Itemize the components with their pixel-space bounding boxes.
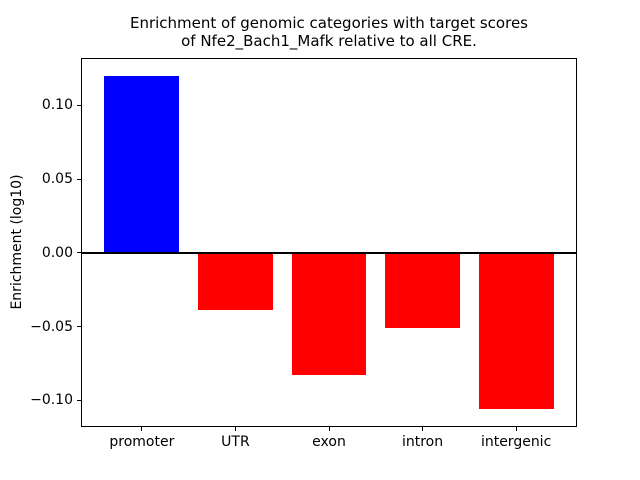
bar-intergenic bbox=[478, 252, 554, 410]
y-tick-mark bbox=[77, 326, 82, 328]
bar-promoter bbox=[104, 75, 180, 253]
y-tick-label: −0.05 bbox=[30, 318, 73, 335]
x-tick-label-intergenic: intergenic bbox=[480, 434, 552, 450]
bar-intron bbox=[385, 252, 460, 329]
x-tick-label-exon: exon bbox=[312, 434, 346, 450]
y-tick-label: −0.10 bbox=[30, 392, 73, 409]
zero-line bbox=[82, 251, 576, 254]
x-tick-mark bbox=[234, 426, 236, 431]
bar-exon bbox=[291, 252, 367, 376]
x-tick-mark bbox=[422, 426, 424, 431]
plot-area: 0.10 0.05 0.00 −0.05 −0.10 promoter UTR exon int… bbox=[30, 58, 577, 450]
y-tick-mark bbox=[77, 399, 82, 401]
y-tick-mark bbox=[77, 104, 82, 106]
chart-title: Enrichment of genomic categories with ta… bbox=[81, 14, 577, 50]
y-tick-label: 0.00 bbox=[41, 244, 73, 261]
y-tick-mark bbox=[77, 252, 82, 254]
x-tick-label-promoter: promoter bbox=[109, 434, 175, 450]
y-tick-label: 0.05 bbox=[41, 171, 73, 188]
y-tick-label: 0.10 bbox=[41, 97, 73, 114]
x-tick-mark bbox=[515, 426, 517, 431]
bar-UTR bbox=[198, 252, 273, 311]
x-tick-mark bbox=[141, 426, 143, 431]
y-axis-label: Enrichment (log10) bbox=[9, 174, 25, 310]
x-tick-label-UTR: UTR bbox=[221, 434, 250, 450]
y-tick-mark bbox=[77, 178, 82, 180]
x-tick-mark bbox=[328, 426, 330, 431]
chart-title-line1: Enrichment of genomic categories with ta… bbox=[129, 14, 528, 32]
x-tick-label-intron: intron bbox=[401, 434, 444, 450]
chart-title-line2: of Nfe2_Bach1_Mafk relative to all CRE. bbox=[181, 32, 477, 50]
